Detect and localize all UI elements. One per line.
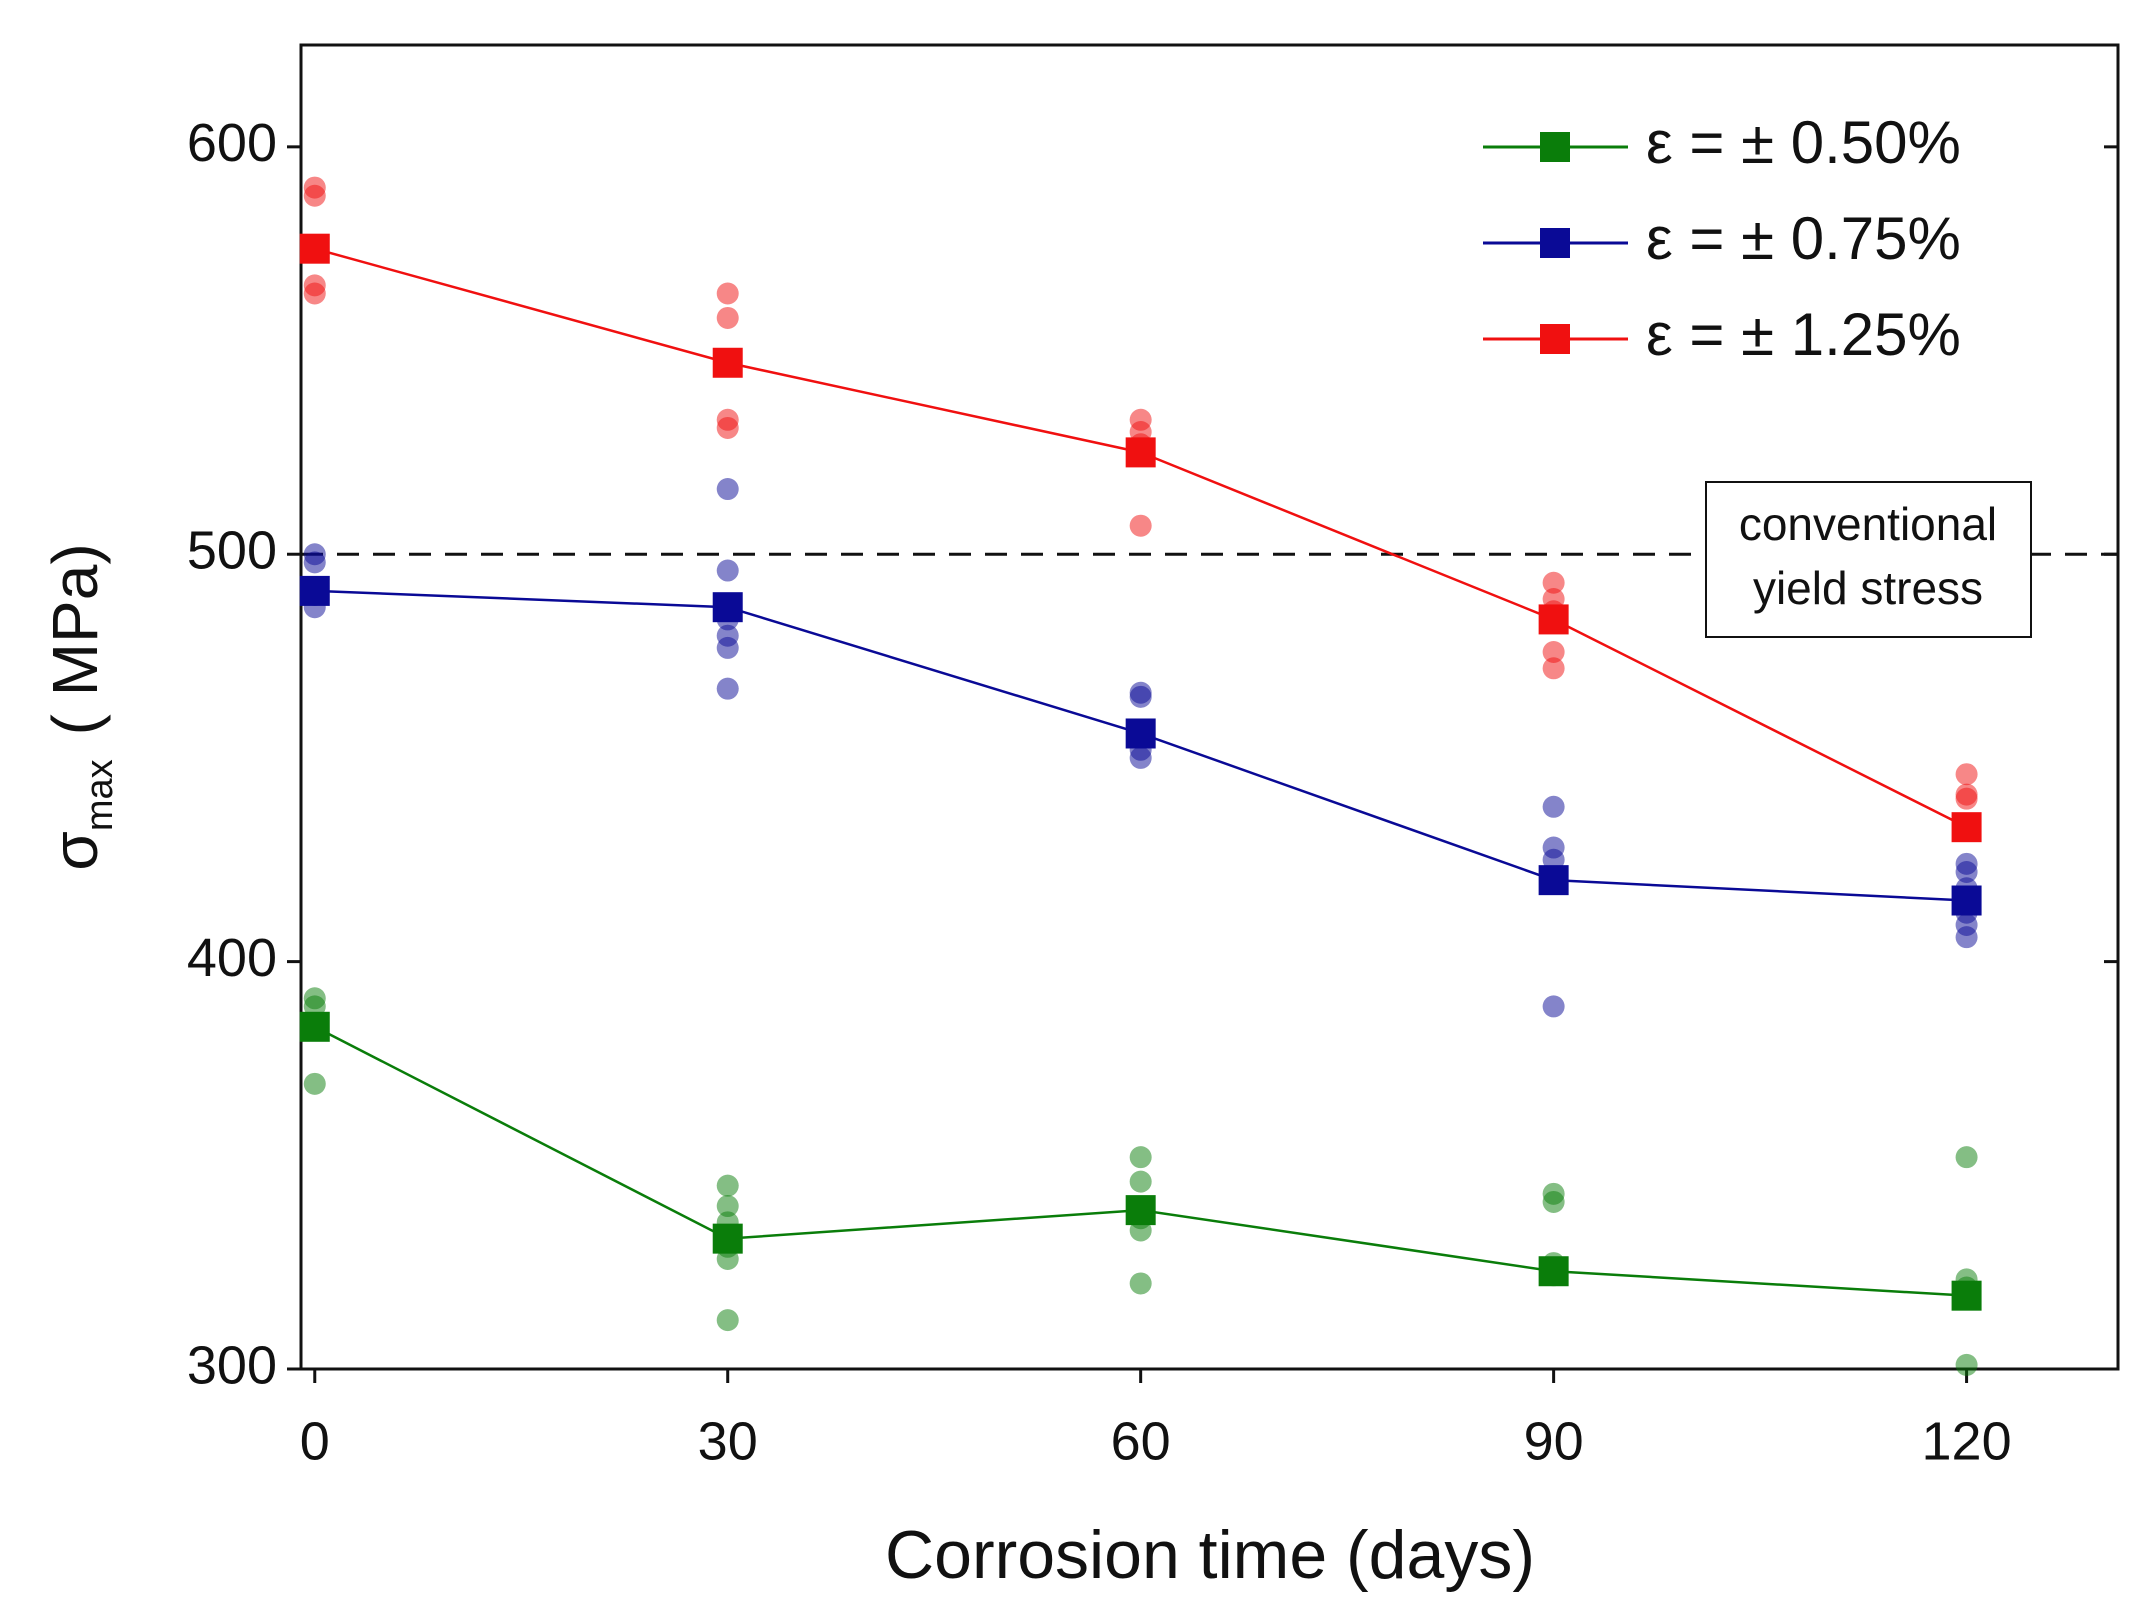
- sample-point: [1542, 795, 1565, 818]
- sample-point: [716, 1174, 739, 1197]
- sample-point: [1129, 1272, 1152, 1295]
- mean-marker: [712, 347, 743, 378]
- y-tick-label: 400: [187, 928, 277, 988]
- sample-point: [1129, 514, 1152, 537]
- y-axis-label: σmax ( MPa): [39, 543, 121, 870]
- sample-point: [303, 551, 326, 574]
- legend-label: ε = ± 0.75%: [1646, 205, 1961, 272]
- x-tick-label: 60: [1111, 1411, 1171, 1471]
- legend-marker: [1540, 228, 1570, 258]
- mean-marker: [1538, 865, 1569, 896]
- x-tick-label: 90: [1524, 1411, 1584, 1471]
- annotation-text: conventional: [1739, 498, 1997, 550]
- annotation-text: yield stress: [1753, 562, 1983, 614]
- sample-point: [1542, 641, 1565, 664]
- sample-point: [1542, 995, 1565, 1018]
- sample-point: [716, 416, 739, 439]
- sample-point: [1129, 746, 1152, 769]
- mean-marker: [299, 1011, 330, 1042]
- sample-point: [1955, 763, 1978, 786]
- sample-point: [716, 559, 739, 582]
- y-label-unit: ( MPa): [39, 543, 111, 735]
- x-tick-label: 30: [698, 1411, 758, 1471]
- mean-marker: [299, 233, 330, 264]
- sample-point: [1955, 926, 1978, 949]
- sample-point: [303, 282, 326, 305]
- mean-marker: [1538, 1256, 1569, 1287]
- mean-marker: [1125, 437, 1156, 468]
- legend-label: ε = ± 0.50%: [1646, 109, 1961, 176]
- y-tick-label: 300: [187, 1335, 277, 1395]
- sample-point: [716, 677, 739, 700]
- mean-marker: [1125, 1195, 1156, 1226]
- x-tick-label: 0: [300, 1411, 330, 1471]
- mean-marker: [1951, 1280, 1982, 1311]
- sample-point: [1955, 860, 1978, 883]
- sample-point: [1955, 1353, 1978, 1376]
- y-label-symbol: σ: [39, 831, 111, 871]
- sample-point: [1129, 681, 1152, 704]
- x-axis-label: Corrosion time (days): [885, 1517, 1535, 1593]
- sample-point: [1955, 787, 1978, 810]
- sample-point: [1129, 1146, 1152, 1169]
- sample-point: [716, 1195, 739, 1218]
- mean-marker: [712, 592, 743, 623]
- sample-point: [303, 184, 326, 207]
- sample-point: [1542, 657, 1565, 680]
- y-label-subscript: max: [79, 759, 121, 831]
- legend-marker: [1540, 132, 1570, 162]
- x-tick-label: 120: [1922, 1411, 2012, 1471]
- sample-point: [716, 282, 739, 305]
- mean-marker: [712, 1223, 743, 1254]
- mean-marker: [1951, 812, 1982, 843]
- y-tick-label: 500: [187, 520, 277, 580]
- sample-point: [716, 636, 739, 659]
- legend-marker: [1540, 324, 1570, 354]
- legend-label: ε = ± 1.25%: [1646, 301, 1961, 368]
- mean-marker: [1951, 885, 1982, 916]
- sample-point: [716, 1309, 739, 1332]
- sample-point: [1542, 1190, 1565, 1213]
- sample-point: [716, 478, 739, 501]
- plot-frame: [299, 43, 2120, 1371]
- sample-point: [716, 306, 739, 329]
- mean-marker: [299, 575, 330, 606]
- sample-point: [1542, 571, 1565, 594]
- sample-point: [303, 1072, 326, 1095]
- mean-marker: [1538, 604, 1569, 635]
- sample-point: [1129, 1170, 1152, 1193]
- mean-marker: [1125, 718, 1156, 749]
- sample-point: [1955, 1146, 1978, 1169]
- y-tick-label: 600: [187, 113, 277, 173]
- annotation-box: [1705, 481, 2032, 638]
